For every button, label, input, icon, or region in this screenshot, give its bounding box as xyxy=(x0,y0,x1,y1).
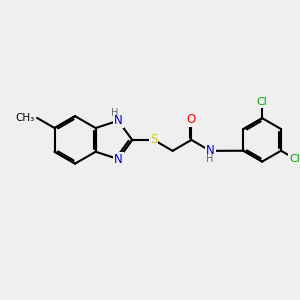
Text: H: H xyxy=(111,108,118,118)
Text: N: N xyxy=(206,144,214,158)
Text: O: O xyxy=(187,112,196,126)
Text: S: S xyxy=(150,134,158,146)
Text: Cl: Cl xyxy=(257,97,268,107)
Text: Cl: Cl xyxy=(289,154,300,164)
Text: N: N xyxy=(114,153,123,166)
Text: H: H xyxy=(206,154,213,164)
Text: CH₃: CH₃ xyxy=(16,113,35,123)
Text: N: N xyxy=(114,114,123,127)
